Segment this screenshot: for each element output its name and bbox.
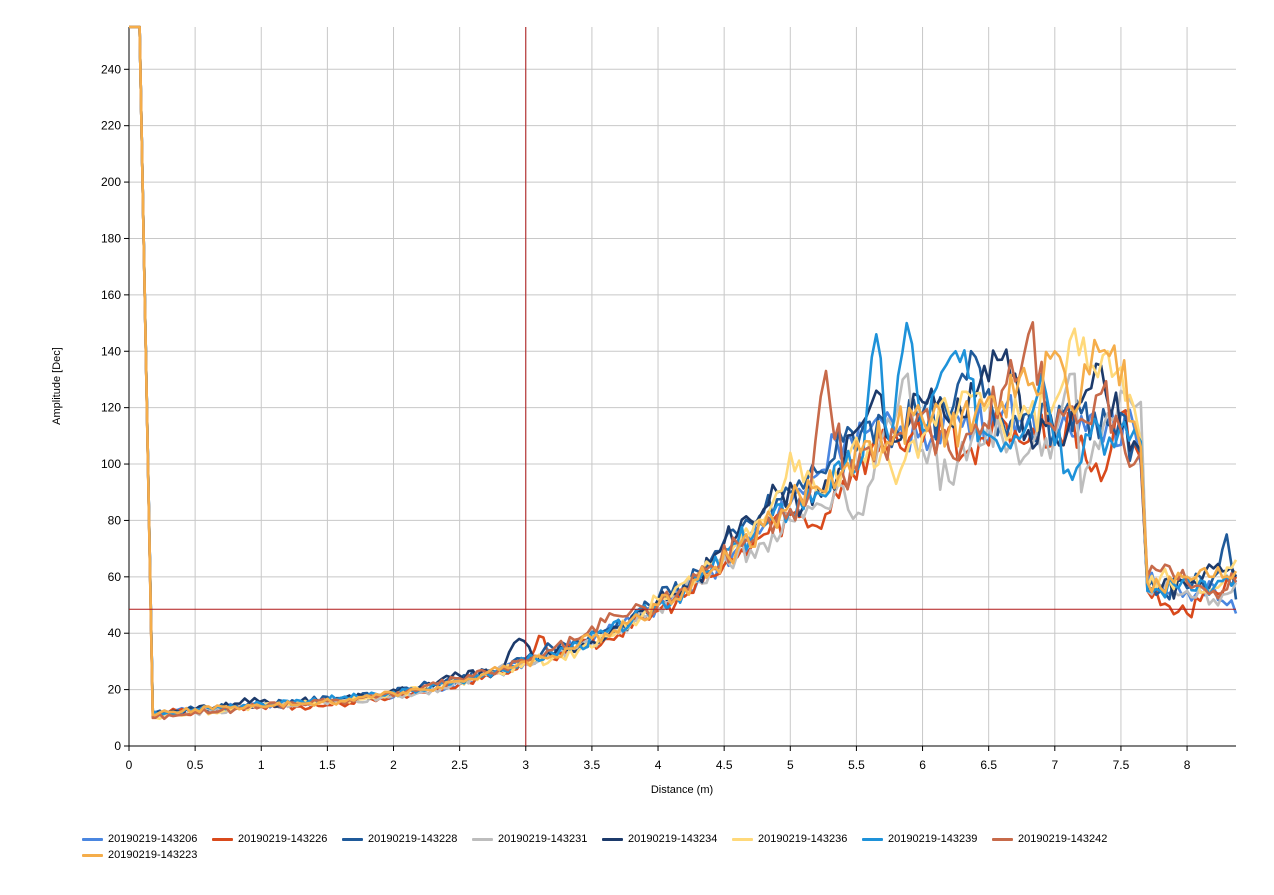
series-line-20190219-143234 <box>129 25 1238 715</box>
legend-label: 20190219-143242 <box>1018 833 1108 845</box>
y-tick-label: 220 <box>101 119 121 133</box>
x-tick-label: 5.5 <box>848 758 865 772</box>
x-tick-label: 6.5 <box>980 758 997 772</box>
legend-swatch <box>732 837 753 841</box>
x-tick-label: 5 <box>787 758 794 772</box>
legend-item: 20190219-143228 <box>342 831 472 847</box>
series-line-20190219-143206 <box>129 25 1238 717</box>
cursor-lines <box>129 27 1236 746</box>
x-tick-label: 8 <box>1184 758 1191 772</box>
legend-swatch <box>82 837 103 841</box>
y-tick-label: 180 <box>101 231 121 245</box>
legend-label: 20190219-143234 <box>628 833 718 845</box>
x-tick-label: 4 <box>655 758 662 772</box>
y-tick-label: 120 <box>101 401 121 415</box>
series-line-20190219-143223 <box>129 25 1238 717</box>
legend-item: 20190219-143239 <box>862 831 992 847</box>
x-tick-label: 2.5 <box>451 758 468 772</box>
legend-label: 20190219-143206 <box>108 833 198 845</box>
y-tick-label: 160 <box>101 288 121 302</box>
legend-label: 20190219-143239 <box>888 833 978 845</box>
legend-item: 20190219-143231 <box>472 831 602 847</box>
y-axis-title: Amplitude [Dec] <box>51 347 63 425</box>
series-line-20190219-143239 <box>129 25 1238 717</box>
legend: 20190219-143206 20190219-143226 20190219-1… <box>82 831 1222 863</box>
legend-label: 20190219-143228 <box>368 833 458 845</box>
x-tick-label: 7 <box>1051 758 1058 772</box>
y-tick-label: 200 <box>101 175 121 189</box>
y-axis-ticks: 0 20 40 60 80 100 120 140 160 180 200 220 240 <box>101 62 129 753</box>
legend-swatch <box>862 837 883 841</box>
series-lines <box>129 25 1238 721</box>
y-tick-label: 100 <box>101 457 121 471</box>
series-line-20190219-143226 <box>129 25 1238 717</box>
legend-item: 20190219-143242 <box>992 831 1122 847</box>
series-line-20190219-143242 <box>129 25 1238 721</box>
x-tick-label: 0 <box>126 758 133 772</box>
series-line-20190219-143236 <box>129 25 1238 720</box>
x-tick-label: 3 <box>522 758 529 772</box>
y-tick-label: 80 <box>108 513 122 527</box>
y-tick-label: 40 <box>108 626 122 640</box>
y-tick-label: 0 <box>114 739 121 753</box>
y-tick-label: 140 <box>101 344 121 358</box>
y-tick-label: 20 <box>108 683 122 697</box>
x-axis-ticks: 0 0.5 1 1.5 2 2.5 3 3.5 4 4.5 5 5.5 6 6.5 7 7.5 8 <box>126 746 1191 772</box>
legend-swatch <box>212 837 233 841</box>
legend-label: 20190219-143231 <box>498 833 588 845</box>
legend-item: 20190219-143226 <box>212 831 342 847</box>
legend-label: 20190219-143226 <box>238 833 328 845</box>
series-line-20190219-143231 <box>129 25 1238 717</box>
grid-lines <box>129 27 1236 746</box>
legend-item: 20190219-143236 <box>732 831 862 847</box>
x-tick-label: 4.5 <box>716 758 733 772</box>
axes <box>128 27 1236 747</box>
legend-item: 20190219-143234 <box>602 831 732 847</box>
legend-swatch <box>472 837 493 841</box>
legend-label: 20190219-143236 <box>758 833 848 845</box>
y-tick-label: 60 <box>108 570 122 584</box>
y-tick-label: 240 <box>101 62 121 76</box>
legend-swatch <box>602 837 623 841</box>
series-line-20190219-143228 <box>129 25 1238 717</box>
legend-item: 20190219-143206 <box>82 831 212 847</box>
legend-item: 20190219-143223 <box>82 847 212 863</box>
legend-swatch <box>342 837 363 841</box>
x-tick-label: 2 <box>390 758 397 772</box>
x-tick-label: 1.5 <box>319 758 336 772</box>
legend-swatch <box>992 837 1013 841</box>
x-tick-label: 1 <box>258 758 265 772</box>
x-tick-label: 6 <box>919 758 926 772</box>
x-tick-label: 0.5 <box>187 758 204 772</box>
legend-label: 20190219-143223 <box>108 849 198 861</box>
x-tick-label: 3.5 <box>584 758 601 772</box>
x-tick-label: 7.5 <box>1113 758 1130 772</box>
x-axis-title: Distance (m) <box>651 784 713 796</box>
legend-swatch <box>82 853 103 857</box>
